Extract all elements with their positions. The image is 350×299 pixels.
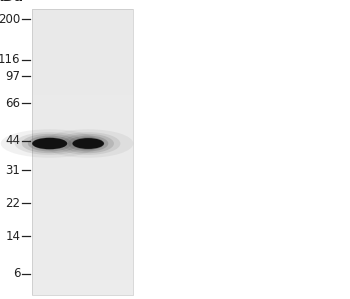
Bar [32, 242, 133, 247]
Text: 97: 97 [5, 70, 20, 83]
Bar [32, 228, 133, 233]
Bar [32, 204, 133, 209]
Bar [32, 280, 133, 285]
Bar [32, 156, 133, 161]
Bar [32, 42, 133, 47]
Bar [32, 18, 133, 23]
Bar [32, 199, 133, 204]
Ellipse shape [72, 138, 104, 149]
Bar [32, 266, 133, 271]
Bar [32, 151, 133, 156]
Bar [32, 113, 133, 118]
Bar [32, 9, 133, 14]
Bar [32, 9, 133, 295]
Bar [32, 237, 133, 242]
Ellipse shape [32, 137, 67, 150]
Text: 6: 6 [13, 267, 20, 280]
Text: kDa: kDa [0, 0, 24, 4]
Ellipse shape [22, 134, 78, 153]
Bar [32, 247, 133, 252]
Bar [32, 56, 133, 61]
Bar [32, 185, 133, 190]
Bar [32, 13, 133, 19]
Text: 31: 31 [6, 164, 20, 177]
Bar [32, 80, 133, 85]
Bar [32, 218, 133, 223]
Bar [32, 37, 133, 42]
Ellipse shape [1, 129, 99, 158]
Bar [32, 142, 133, 147]
Bar [32, 28, 133, 33]
Bar [32, 232, 133, 237]
Bar [32, 109, 133, 114]
Bar [32, 51, 133, 57]
Bar [32, 128, 133, 133]
Bar [32, 118, 133, 123]
Text: 22: 22 [5, 197, 20, 210]
Ellipse shape [68, 135, 108, 152]
Bar [32, 213, 133, 218]
Bar [32, 166, 133, 171]
Text: 66: 66 [5, 97, 20, 110]
Bar [32, 71, 133, 76]
Bar [32, 23, 133, 28]
Text: 44: 44 [5, 134, 20, 147]
Bar [32, 289, 133, 295]
Bar [32, 99, 133, 104]
Bar [32, 256, 133, 261]
Bar [32, 75, 133, 80]
Bar [32, 209, 133, 213]
Bar [32, 47, 133, 52]
Bar [32, 132, 133, 138]
Bar [32, 161, 133, 166]
Bar [32, 123, 133, 128]
Ellipse shape [32, 138, 67, 149]
Bar [32, 285, 133, 290]
Ellipse shape [43, 129, 133, 158]
Text: 14: 14 [5, 230, 20, 243]
Ellipse shape [72, 137, 104, 150]
Bar [32, 251, 133, 257]
Bar [32, 85, 133, 90]
Bar [32, 33, 133, 37]
Bar [32, 147, 133, 152]
Bar [32, 61, 133, 66]
Ellipse shape [28, 135, 71, 152]
Bar [32, 175, 133, 180]
Bar [32, 180, 133, 185]
Bar [32, 66, 133, 71]
Bar [32, 270, 133, 275]
Bar [32, 261, 133, 266]
Ellipse shape [15, 132, 85, 155]
Bar [32, 94, 133, 99]
Bar [32, 170, 133, 176]
Bar [32, 104, 133, 109]
Bar [32, 223, 133, 228]
Bar [32, 275, 133, 280]
Bar [32, 190, 133, 195]
Text: 200: 200 [0, 13, 20, 26]
Bar [32, 194, 133, 199]
Bar [32, 137, 133, 142]
Ellipse shape [62, 134, 114, 153]
Ellipse shape [56, 132, 120, 155]
Text: 116: 116 [0, 53, 20, 66]
Bar [32, 90, 133, 94]
